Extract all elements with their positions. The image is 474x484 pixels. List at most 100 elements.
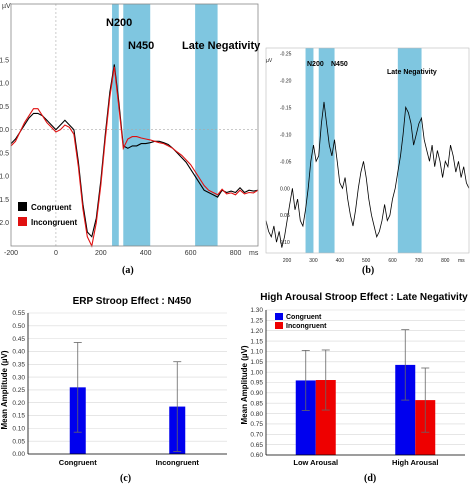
panel-d-ytick: 1.15 <box>250 338 263 345</box>
panel-d-ytick: 0.70 <box>250 431 263 438</box>
panel-c-ylabel: Mean Amplitude (µV) <box>0 350 9 429</box>
panel-c-bar-chart: ERP Stroop Effect : N450 Mean Amplitude … <box>0 296 227 484</box>
panel-c-title: ERP Stroop Effect : N450 <box>73 296 192 307</box>
panel-c-ytick: 0.25 <box>12 387 25 394</box>
panel-b-difference-wave: 200 300 400 500 600 700 800 0.10 0.05 0.00 -0.05 -0… <box>265 47 470 276</box>
panel-b-xtick: 800 <box>441 258 450 264</box>
panel-d-bar-incongruent-0 <box>315 380 336 455</box>
panel-b-series-0 <box>265 101 470 248</box>
panel-a-n450-label: N450 <box>128 40 154 52</box>
panel-d-bar-congruent-0 <box>295 380 316 455</box>
panel-a-n200-label: N200 <box>106 17 132 29</box>
panel-b-ytick: -0.15 <box>280 105 292 111</box>
panel-b-ytick: 0.10 <box>280 240 290 246</box>
legend-swatch-congruent-d <box>275 313 283 320</box>
panel-b-ytick: -0.25 <box>280 51 292 57</box>
panel-a-ytick: -1.5 <box>0 57 9 64</box>
panel-d-ytick: 0.85 <box>250 400 263 407</box>
panel-a-frame <box>10 3 259 247</box>
panel-a-window-0 <box>112 4 119 246</box>
panel-a-series-congruent <box>10 64 259 238</box>
panel-d-ytick: 1.10 <box>250 349 263 356</box>
panel-d-ytick: 1.05 <box>250 359 263 366</box>
panel-b-xtick: 500 <box>362 258 371 264</box>
panel-d-caption: (d) <box>364 473 376 484</box>
panel-b-xtick: 300 <box>309 258 318 264</box>
panel-a-late-negativity-label: Late Negativity <box>182 40 261 52</box>
legend-label-incongruent: Incongruent <box>31 218 78 227</box>
panel-b-x-unit: ms <box>458 258 465 264</box>
panel-a-ytick: -0.5 <box>0 104 9 111</box>
panel-d-bar-congruent-1 <box>395 364 416 455</box>
panel-d-ytick: 0.60 <box>250 452 263 459</box>
legend-swatch-congruent <box>18 202 27 211</box>
panel-b-unit-label: µV <box>266 58 273 64</box>
panel-d-ylabel: Mean Amplitude (µV) <box>240 345 249 424</box>
panel-b-frame <box>265 47 470 254</box>
panel-b-late-negativity-label: Late Negativity <box>387 69 437 76</box>
legend-swatch-incongruent <box>18 217 27 226</box>
panel-a-window-1 <box>123 4 151 246</box>
panel-b-ytick: 0.05 <box>280 213 290 219</box>
panel-a-x-unit: ms <box>249 250 259 257</box>
panel-d-title: High Arousal Stroop Effect : Late Negati… <box>260 292 468 303</box>
panel-c-caption: (c) <box>120 473 131 484</box>
panel-d-ytick: 1.25 <box>250 318 263 325</box>
panel-a-xtick: 600 <box>185 250 197 257</box>
panel-a-legend: Congruent Incongruent <box>18 202 78 227</box>
panel-b-n200-label: N200 <box>307 61 324 68</box>
legend-label-congruent-d: Congruent <box>286 314 322 321</box>
panel-d-ytick: 0.75 <box>250 421 263 428</box>
panel-a-ytick: 1.5 <box>0 197 9 204</box>
panel-c-ytick: 0.45 <box>12 336 25 343</box>
panel-c-category-label: Congruent <box>59 458 97 467</box>
legend-label-incongruent-d: Incongruent <box>286 323 327 330</box>
panel-b-ytick: -0.05 <box>280 159 292 165</box>
panel-d-category-label: Low Arousal <box>293 458 338 467</box>
panel-a-ytick: 0.0 <box>0 127 9 134</box>
panel-a-unit-label: µV <box>2 3 11 10</box>
panel-b-caption: (b) <box>362 265 374 276</box>
panel-a-xtick: 200 <box>95 250 107 257</box>
panel-d-ytick: 1.30 <box>250 307 263 314</box>
panel-c-ytick: 0.15 <box>12 413 25 420</box>
panel-d-ytick: 0.90 <box>250 390 263 397</box>
panel-a-ytick: 0.5 <box>0 150 9 157</box>
panel-c-ytick: 0.30 <box>12 374 25 381</box>
panel-d-ytick: 1.00 <box>250 369 263 376</box>
panel-d-ytick: 1.20 <box>250 328 263 335</box>
panel-b-xtick: 600 <box>388 258 397 264</box>
panel-c-ytick: 0.20 <box>12 400 25 407</box>
legend-swatch-incongruent-d <box>275 322 283 329</box>
panel-b-window-0 <box>305 48 314 253</box>
panel-a-ytick: 2.0 <box>0 220 9 227</box>
panel-b-n450-label: N450 <box>331 61 348 68</box>
panel-a-caption: (a) <box>122 265 134 276</box>
panel-c-ytick: 0.50 <box>12 323 25 330</box>
panel-c-ytick: 0.10 <box>12 426 25 433</box>
panel-b-ytick: -0.10 <box>280 132 292 138</box>
panel-a-erp-waveforms: -200 0 200 400 600 800 -1.5 -1.0 -0.5 0.0 0.5 1.0 1.… <box>0 3 261 276</box>
panel-a-ytick: 1.0 <box>0 174 9 181</box>
panel-a-xtick: 0 <box>54 250 58 257</box>
panel-b-window-1 <box>318 48 335 253</box>
panel-d-category-label: High Arousal <box>392 458 438 467</box>
panel-b-ytick: 0.00 <box>280 186 290 192</box>
panel-c-ytick: 0.35 <box>12 361 25 368</box>
panel-a-series-incongruent <box>10 66 259 248</box>
panel-d-ytick: 0.80 <box>250 411 263 418</box>
legend-label-congruent: Congruent <box>31 203 72 212</box>
panel-a-xtick: 800 <box>230 250 242 257</box>
panel-c-ytick: 0.40 <box>12 349 25 356</box>
panel-c-ytick: 0.55 <box>12 310 25 317</box>
panel-b-xtick: 400 <box>336 258 345 264</box>
panel-d-ytick: 0.95 <box>250 380 263 387</box>
panel-b-window-2 <box>397 48 422 253</box>
panel-b-xtick: 200 <box>283 258 292 264</box>
panel-d-legend: Congruent Incongruent <box>275 313 327 330</box>
panel-a-xtick: -200 <box>4 250 18 257</box>
panel-b-ytick: -0.20 <box>280 78 292 84</box>
panel-d-ytick: 0.65 <box>250 442 263 449</box>
panel-c-ytick: 0.00 <box>12 451 25 458</box>
